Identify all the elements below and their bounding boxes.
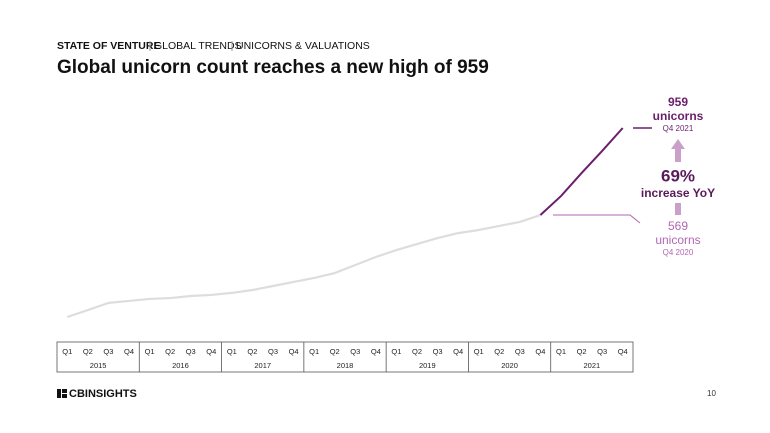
page-number: 10 xyxy=(707,389,716,398)
year-label: 2015 xyxy=(90,361,107,370)
arrow-tail xyxy=(675,203,681,215)
annotation-unit: unicorns xyxy=(655,233,700,247)
year-label: 2021 xyxy=(584,361,601,370)
axis-box xyxy=(56,341,634,373)
section-label: STATE OF VENTURE xyxy=(57,40,160,52)
x-tick-label: Q1 xyxy=(227,347,237,356)
x-tick-label: Q1 xyxy=(309,347,319,356)
x-tick-label: Q3 xyxy=(515,347,525,356)
subtopic-label: UNICORNS & VALUATIONS xyxy=(236,40,370,52)
x-tick-label: Q1 xyxy=(145,347,155,356)
x-tick-label: Q2 xyxy=(165,347,175,356)
x-tick-label: Q4 xyxy=(206,347,216,356)
x-tick-label: Q2 xyxy=(83,347,93,356)
year-label: 2020 xyxy=(501,361,518,370)
x-tick-label: Q4 xyxy=(289,347,299,356)
x-tick-label: Q2 xyxy=(577,347,587,356)
x-tick-label: Q1 xyxy=(62,347,72,356)
series-line xyxy=(539,127,624,216)
x-tick-label: Q2 xyxy=(247,347,257,356)
x-tick-label: Q3 xyxy=(186,347,196,356)
logo: CBINSIGHTS xyxy=(57,388,137,400)
x-tick-label: Q1 xyxy=(556,347,566,356)
annotation-value: 569 xyxy=(668,219,688,233)
x-tick-label: Q3 xyxy=(597,347,607,356)
year-label: 2018 xyxy=(337,361,354,370)
change-text: increase YoY xyxy=(641,186,715,200)
x-tick-label: Q3 xyxy=(433,347,443,356)
series-line xyxy=(66,213,541,319)
annotation-date: Q4 2020 xyxy=(663,248,694,257)
year-label: 2017 xyxy=(254,361,271,370)
annotation-value: 959 xyxy=(668,95,688,109)
annotation-unit: unicorns xyxy=(653,109,704,123)
annotation-leader xyxy=(553,214,641,224)
year-label: 2016 xyxy=(172,361,189,370)
x-tick-label: Q2 xyxy=(330,347,340,356)
year-label: 2019 xyxy=(419,361,436,370)
x-tick-label: Q1 xyxy=(474,347,484,356)
x-tick-label: Q3 xyxy=(350,347,360,356)
change-value: 69% xyxy=(661,166,695,185)
x-tick-label: Q1 xyxy=(391,347,401,356)
topic-label: GLOBAL TRENDS xyxy=(154,40,242,52)
x-tick-label: Q3 xyxy=(103,347,113,356)
arrow xyxy=(671,139,685,162)
x-tick-label: Q2 xyxy=(412,347,422,356)
annotation-date: Q4 2021 xyxy=(663,124,694,133)
x-tick-label: Q4 xyxy=(124,347,134,356)
x-tick-label: Q3 xyxy=(268,347,278,356)
chart-title: Global unicorn count reaches a new high … xyxy=(57,57,489,78)
x-tick-label: Q4 xyxy=(371,347,381,356)
x-tick-label: Q2 xyxy=(494,347,504,356)
logo-text: CBINSIGHTS xyxy=(69,388,137,400)
x-tick-label: Q4 xyxy=(618,347,628,356)
x-tick-label: Q4 xyxy=(535,347,545,356)
x-tick-label: Q4 xyxy=(453,347,463,356)
